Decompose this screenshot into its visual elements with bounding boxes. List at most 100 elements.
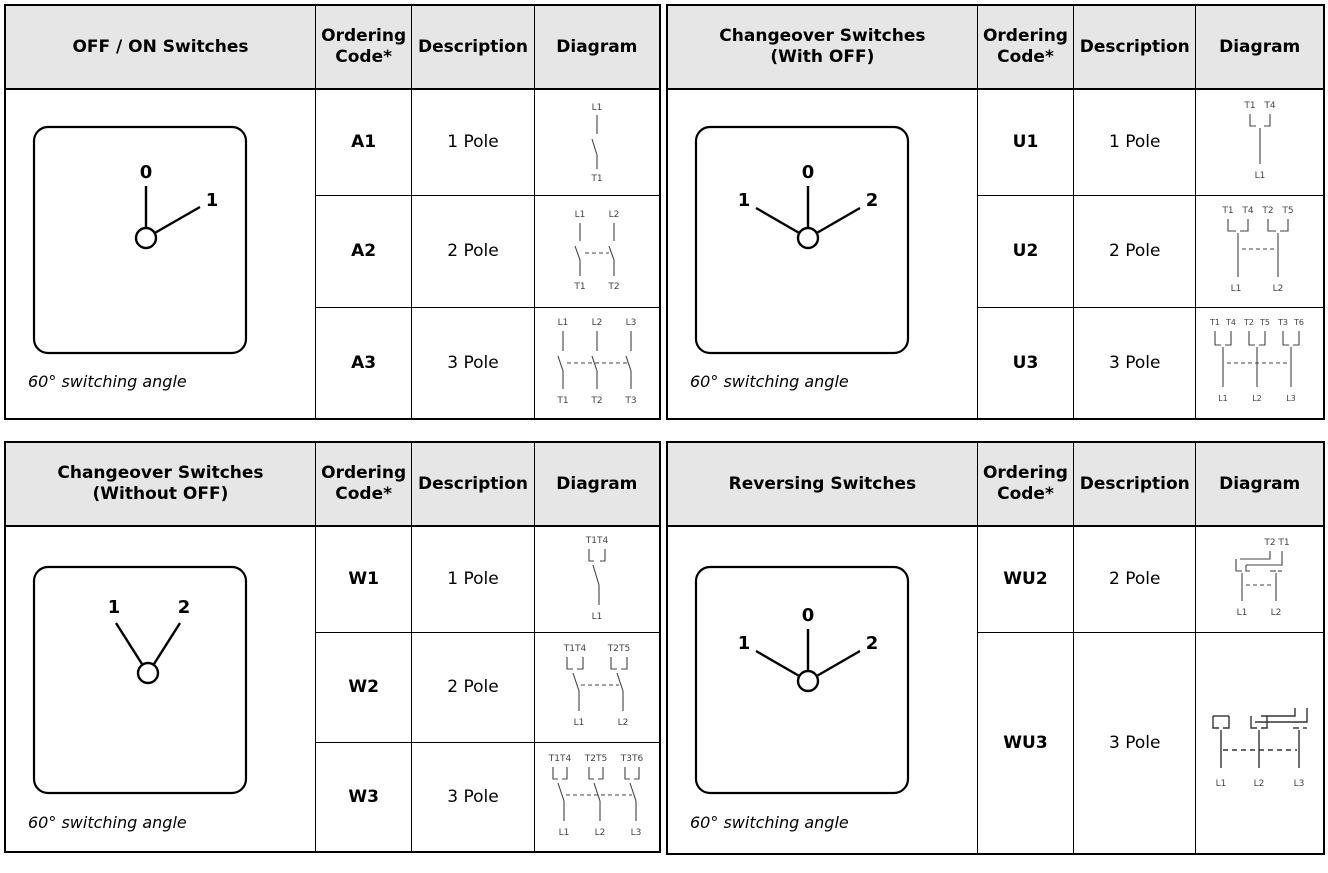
wiring-diagram-icon: T1 T4 T2 T5 L1 L2	[1221, 206, 1293, 294]
ordering-code-header: Ordering Code*	[314, 4, 413, 90]
wiring-diagram-icon: T1T4 T2T5 T3T6 L1 L2 L3	[548, 754, 644, 838]
wiring-diagram-icon: L1 L2 L3 T1 T2 T3	[556, 318, 636, 406]
svg-text:L2: L2	[591, 318, 602, 328]
off-on-dial-icon: 0 1	[32, 125, 248, 355]
switching-angle-note: 60° switching angle	[690, 372, 849, 391]
svg-text:L2: L2	[608, 210, 619, 220]
dial-label: 1	[206, 190, 219, 211]
diagram-header: Diagram	[1195, 4, 1325, 90]
dial-label: 1	[108, 597, 121, 618]
svg-text:L1: L1	[591, 103, 602, 113]
wiring-diagram: T1 T4 L1	[1195, 88, 1325, 196]
diagram-header: Diagram	[533, 4, 661, 90]
svg-text:L3: L3	[1293, 779, 1304, 789]
svg-text:L2: L2	[594, 828, 605, 838]
description: 1 Pole	[1073, 88, 1197, 196]
svg-text:L3: L3	[625, 318, 636, 328]
wiring-diagram-icon: T2 T1 L1 L2	[1235, 538, 1289, 618]
svg-text:L1: L1	[591, 612, 602, 622]
ordering-code: WU3	[976, 631, 1075, 855]
wiring-diagram-icon: T1T4 L1	[585, 536, 609, 622]
switch-dial-cell: 1 2 60° switching angle	[4, 525, 316, 853]
ordering-code: U2	[976, 194, 1075, 308]
switch-dial-cell: 0 1 2 60° switching angle	[666, 525, 978, 855]
section-title: Reversing Switches	[666, 441, 978, 527]
svg-text:L1: L1	[557, 318, 568, 328]
svg-text:T1: T1	[1209, 318, 1220, 327]
wiring-diagram-icon: L1 L2 T1 T2	[573, 210, 619, 292]
ordering-code: A2	[314, 194, 413, 308]
description: 3 Pole	[1073, 306, 1197, 420]
svg-text:L1: L1	[1230, 284, 1241, 294]
svg-text:T1: T1	[1243, 101, 1255, 111]
svg-text:L2: L2	[1270, 608, 1281, 618]
description: 3 Pole	[411, 741, 535, 853]
wiring-diagram-icon: L1 L2 L3	[1211, 707, 1308, 789]
section-title: Changeover Switches (With OFF)	[666, 4, 978, 90]
ordering-code: A3	[314, 306, 413, 420]
switching-angle-note: 60° switching angle	[28, 813, 187, 832]
svg-text:T3: T3	[1277, 318, 1288, 327]
svg-text:L2: L2	[617, 718, 628, 728]
ordering-code: U1	[976, 88, 1075, 196]
description: 2 Pole	[1073, 194, 1197, 308]
diagram-header: Diagram	[1195, 441, 1325, 527]
svg-text:L1: L1	[1236, 608, 1247, 618]
wiring-diagram: T1T4 T2T5 T3T6 L1 L2 L3	[533, 741, 661, 853]
svg-text:T3: T3	[624, 396, 636, 406]
section-title: OFF / ON Switches	[4, 4, 316, 90]
svg-text:T2T5: T2T5	[584, 754, 607, 764]
dial-label: 0	[140, 162, 153, 183]
svg-text:L1: L1	[1215, 779, 1226, 789]
changeover-with-off-table: Changeover Switches (With OFF) Ordering …	[666, 4, 1325, 420]
off-on-switches-table: OFF / ON Switches Ordering Code* Descrip…	[4, 4, 661, 420]
wiring-diagram-icon: T1T4 T2T5 L1 L2	[563, 644, 630, 728]
description: 2 Pole	[1073, 525, 1197, 633]
wiring-diagram: T1T4 L1	[533, 525, 661, 633]
svg-text:L3: L3	[1286, 394, 1296, 403]
dial-label: 2	[866, 633, 879, 654]
switching-angle-note: 60° switching angle	[690, 813, 849, 832]
svg-text:L1: L1	[573, 718, 584, 728]
svg-text:L1: L1	[1218, 394, 1228, 403]
reversing-switches-table: Reversing Switches Ordering Code* Descri…	[666, 441, 1325, 855]
wiring-diagram: L1 L2 L3 T1 T2 T3	[533, 306, 661, 420]
svg-text:T1T4: T1T4	[585, 536, 609, 546]
svg-text:T5: T5	[1259, 318, 1270, 327]
switch-dial-cell: 0 1 2 60° switching angle	[666, 88, 978, 420]
wiring-diagram-icon: T1 T4 T2 T5 T3 T6 L1 L2 L3	[1209, 318, 1304, 403]
wiring-diagram-icon: T1 T4 L1	[1243, 101, 1275, 181]
svg-text:T1T4: T1T4	[563, 644, 587, 654]
changeover-dial-icon: 0 1 2	[694, 125, 910, 355]
svg-text:T4: T4	[1241, 206, 1253, 216]
dial-label: 0	[802, 605, 815, 626]
wiring-diagram: L1 L2 L3	[1195, 631, 1325, 855]
description-header: Description	[411, 441, 535, 527]
ordering-code: W1	[314, 525, 413, 633]
ordering-code-header: Ordering Code*	[976, 4, 1075, 90]
description: 3 Pole	[411, 306, 535, 420]
svg-text:T2: T2	[1263, 538, 1275, 548]
dial-label: 2	[866, 190, 879, 211]
description-header: Description	[1073, 441, 1197, 527]
svg-text:T6: T6	[1293, 318, 1304, 327]
svg-text:L3: L3	[630, 828, 641, 838]
description: 2 Pole	[411, 631, 535, 743]
ordering-code: U3	[976, 306, 1075, 420]
svg-text:T4: T4	[1263, 101, 1275, 111]
switch-dial-cell: 0 1 60° switching angle	[4, 88, 316, 420]
svg-text:T2: T2	[607, 282, 619, 292]
ordering-code: WU2	[976, 525, 1075, 633]
wiring-diagram: T1 T4 T2 T5 L1 L2	[1195, 194, 1325, 308]
ordering-code-header: Ordering Code*	[976, 441, 1075, 527]
svg-text:T2: T2	[1243, 318, 1254, 327]
dial-label: 1	[738, 190, 751, 211]
svg-text:T1T4: T1T4	[548, 754, 572, 764]
wiring-diagram-icon: L1 T1	[590, 103, 602, 184]
switching-angle-note: 60° switching angle	[28, 372, 187, 391]
description-header: Description	[1073, 4, 1197, 90]
dial-label: 2	[178, 597, 191, 618]
svg-text:T2: T2	[590, 396, 602, 406]
svg-text:T1: T1	[590, 174, 602, 184]
section-title: Changeover Switches (Without OFF)	[4, 441, 316, 527]
